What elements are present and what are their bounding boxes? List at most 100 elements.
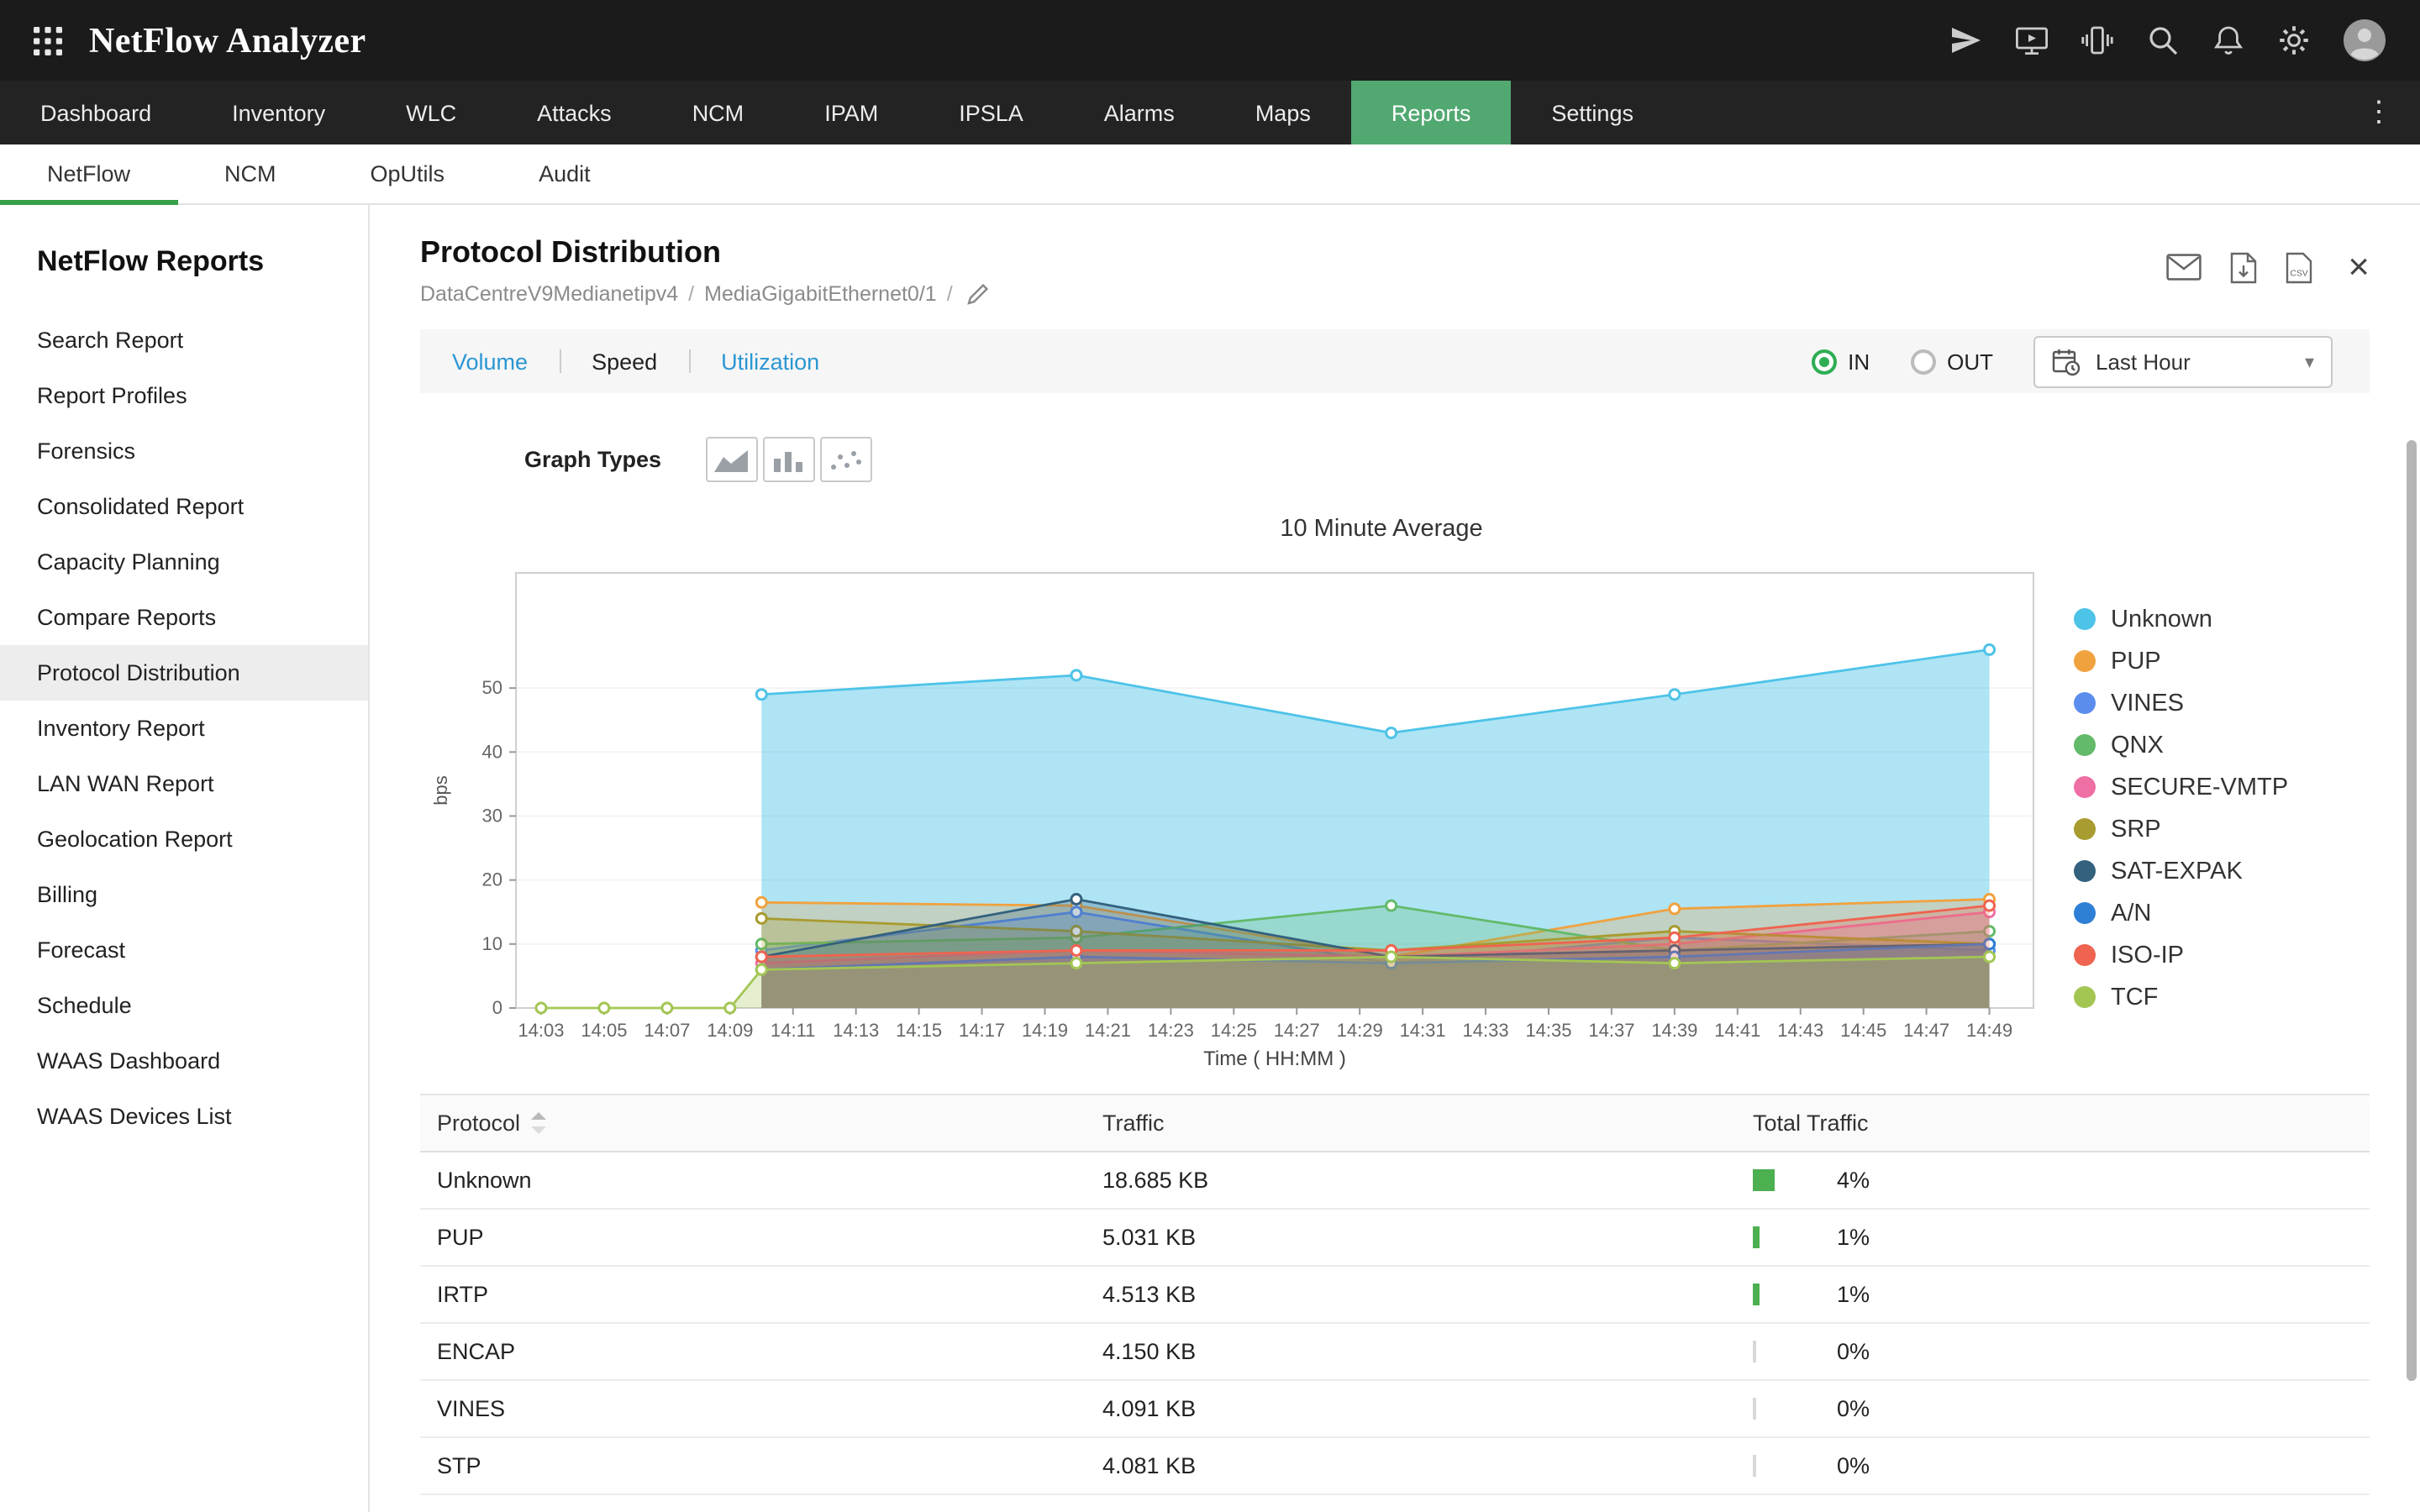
graph-types-row: Graph Types — [524, 437, 2370, 482]
legend-item-tcf[interactable]: TCF — [2074, 984, 2288, 1011]
app-grid-icon[interactable] — [34, 26, 62, 55]
cell-traffic: 4.513 KB — [1086, 1266, 1736, 1324]
nav-item-maps[interactable]: Maps — [1255, 100, 1311, 125]
user-avatar[interactable] — [2343, 18, 2386, 62]
col-protocol[interactable]: Protocol — [437, 1110, 521, 1136]
sidebar-item-geolocation-report[interactable]: Geolocation Report — [37, 827, 233, 852]
mobile-vibrate-icon[interactable] — [2081, 24, 2114, 57]
legend-item-iso-ip[interactable]: ISO-IP — [2074, 942, 2288, 969]
subnav-item-oputils[interactable]: OpUtils — [370, 161, 445, 186]
legend-item-srp[interactable]: SRP — [2074, 816, 2288, 843]
table-row-irtp[interactable]: IRTP 4.513 KB 1% — [420, 1266, 2370, 1324]
search-icon[interactable] — [2146, 24, 2180, 57]
time-range-value: Last Hour — [2096, 349, 2191, 374]
legend-item-unknown[interactable]: Unknown — [2074, 606, 2288, 633]
nav-item-ipsla[interactable]: IPSLA — [959, 100, 1023, 125]
report-tabs: Volume Speed Utilization — [420, 329, 851, 393]
sidebar-item-capacity-planning[interactable]: Capacity Planning — [37, 549, 220, 575]
subnav-item-ncm[interactable]: NCM — [224, 161, 276, 186]
export-pdf-button[interactable] — [2230, 251, 2257, 283]
nav-item-wlc[interactable]: WLC — [406, 100, 457, 125]
launch-icon[interactable] — [1949, 24, 1983, 57]
percent-label: 1% — [1837, 1282, 1870, 1307]
edit-pencil-icon[interactable] — [966, 282, 990, 306]
sidebar-item-schedule[interactable]: Schedule — [37, 993, 132, 1018]
table-row-unknown[interactable]: Unknown 18.685 KB 4% — [420, 1152, 2370, 1210]
direction-radio-in[interactable]: IN — [1811, 349, 1870, 374]
legend-color-dot — [2074, 650, 2096, 672]
nav-item-ipam[interactable]: IPAM — [824, 100, 879, 125]
percent-label: 1% — [1837, 1225, 1870, 1250]
chevron-down-icon: ▾ — [2304, 352, 2314, 372]
legend-label: Unknown — [2111, 606, 2212, 633]
sidebar-item-protocol-distribution[interactable]: Protocol Distribution — [0, 645, 368, 701]
percent-bar — [1753, 1341, 1756, 1362]
overflow-menu-icon[interactable]: ⋮ — [2365, 96, 2393, 128]
legend-label: VINES — [2111, 690, 2185, 717]
graph-type-area-button[interactable] — [705, 437, 758, 482]
export-csv-button[interactable]: CSV — [2286, 251, 2312, 283]
nav-item-attacks[interactable]: Attacks — [537, 100, 612, 125]
sidebar-item-waas-devices-list[interactable]: WAAS Devices List — [37, 1104, 232, 1129]
nav-item-dashboard[interactable]: Dashboard — [40, 100, 152, 125]
sidebar-title: NetFlow Reports — [37, 245, 265, 277]
subnav-item-netflow[interactable]: NetFlow — [0, 144, 177, 205]
legend-item-qnx[interactable]: QNX — [2074, 732, 2288, 759]
presentation-icon[interactable] — [2015, 24, 2049, 57]
legend-item-a-n[interactable]: A/N — [2074, 900, 2288, 927]
breadcrumb-item[interactable]: DataCentreV9Medianetipv4 — [420, 282, 679, 306]
table-row-stp[interactable]: STP 4.081 KB 0% — [420, 1437, 2370, 1495]
nav-item-ncm[interactable]: NCM — [692, 100, 744, 125]
breadcrumb-item[interactable]: MediaGigabitEthernet0/1 — [704, 282, 937, 306]
tab-speed[interactable]: Speed — [560, 329, 689, 393]
sidebar-item-forensics[interactable]: Forensics — [37, 438, 136, 464]
cell-traffic: 18.685 KB — [1086, 1152, 1736, 1210]
breadcrumb: DataCentreV9Medianetipv4 / MediaGigabitEth… — [420, 282, 2370, 306]
sidebar-item-compare-reports[interactable]: Compare Reports — [37, 605, 217, 630]
percent-label: 0% — [1837, 1339, 1870, 1364]
graph-type-scatter-button[interactable] — [819, 437, 872, 482]
vertical-scrollbar[interactable] — [2407, 440, 2417, 1381]
sidebar-item-consolidated-report[interactable]: Consolidated Report — [37, 494, 245, 519]
legend-item-sat-expak[interactable]: SAT-EXPAK — [2074, 858, 2288, 885]
legend-item-secure-vmtp[interactable]: SECURE-VMTP — [2074, 774, 2288, 801]
legend-color-dot — [2074, 986, 2096, 1008]
svg-text:40: 40 — [482, 741, 502, 762]
svg-text:14:03: 14:03 — [518, 1020, 564, 1041]
tab-utilization[interactable]: Utilization — [689, 329, 851, 393]
settings-gear-icon[interactable] — [2277, 24, 2311, 57]
legend-item-pup[interactable]: PUP — [2074, 648, 2288, 675]
tab-volume[interactable]: Volume — [452, 349, 529, 374]
close-report-button[interactable]: × — [2348, 245, 2370, 287]
legend-item-vines[interactable]: VINES — [2074, 690, 2288, 717]
nav-item-alarms[interactable]: Alarms — [1103, 100, 1175, 125]
subnav-item-audit[interactable]: Audit — [539, 161, 591, 186]
table-row-vines[interactable]: VINES 4.091 KB 0% — [420, 1380, 2370, 1438]
chart-title: 10 Minute Average — [1280, 516, 1483, 543]
sidebar-item-billing[interactable]: Billing — [37, 882, 98, 907]
nav-item-settings[interactable]: Settings — [1551, 100, 1634, 125]
time-range-dropdown[interactable]: Last Hour ▾ — [2033, 335, 2333, 387]
legend-color-dot — [2074, 818, 2096, 840]
graph-type-bar-button[interactable] — [762, 437, 815, 482]
table-row-pup[interactable]: PUP 5.031 KB 1% — [420, 1209, 2370, 1267]
sidebar-item-forecast[interactable]: Forecast — [37, 937, 126, 963]
svg-text:14:29: 14:29 — [1337, 1020, 1383, 1041]
report-actions: CSV × — [2166, 245, 2370, 287]
nav-item-reports[interactable]: Reports — [1350, 81, 1512, 144]
sidebar-item-lan-wan-report[interactable]: LAN WAN Report — [37, 771, 214, 796]
email-report-button[interactable] — [2166, 254, 2202, 281]
page-title: Protocol Distribution — [420, 235, 721, 269]
sidebar-item-waas-dashboard[interactable]: WAAS Dashboard — [37, 1048, 221, 1074]
sidebar-item-report-profiles[interactable]: Report Profiles — [37, 383, 187, 408]
direction-radio-out[interactable]: OUT — [1910, 349, 1993, 374]
nav-item-inventory[interactable]: Inventory — [232, 100, 326, 125]
legend-label: QNX — [2111, 732, 2164, 759]
sort-icon[interactable] — [530, 1112, 546, 1134]
sidebar-item-inventory-report[interactable]: Inventory Report — [37, 716, 205, 741]
table-row-encap[interactable]: ENCAP 4.150 KB 0% — [420, 1323, 2370, 1381]
notifications-bell-icon[interactable] — [2212, 24, 2245, 57]
svg-text:CSV: CSV — [2291, 268, 2308, 277]
sidebar-item-search-report[interactable]: Search Report — [37, 328, 184, 353]
svg-text:14:23: 14:23 — [1148, 1020, 1194, 1041]
